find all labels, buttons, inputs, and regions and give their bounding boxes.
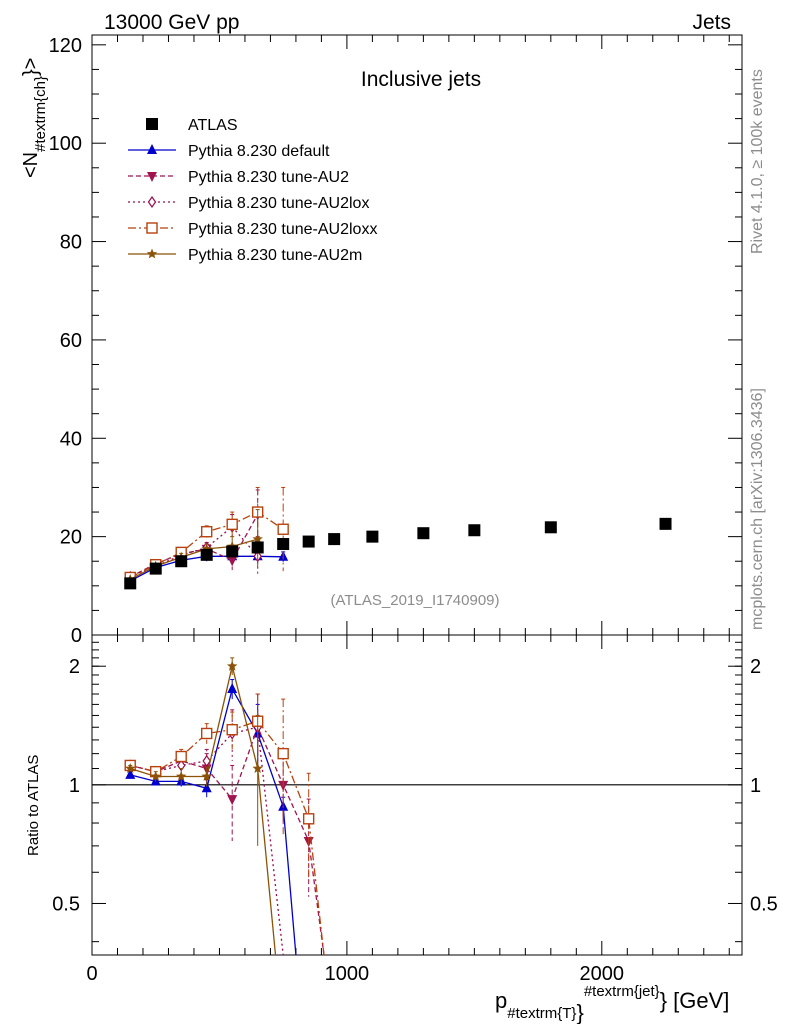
data-point bbox=[201, 526, 213, 538]
data-point bbox=[659, 517, 672, 530]
data-point bbox=[417, 527, 430, 540]
data-point bbox=[226, 724, 238, 736]
main-series-layer bbox=[124, 486, 672, 590]
series-pythia-8-230-tune-au2loxx bbox=[124, 486, 289, 584]
x-tick-label: 2000 bbox=[580, 963, 625, 985]
axis-ticks: 0 1000 2000 0 20 40 60 80 100 120 0.5 0.5 1 1 2 2 bbox=[49, 35, 778, 985]
data-point bbox=[201, 543, 212, 554]
series-atlas bbox=[124, 517, 672, 590]
legend-label: ATLAS bbox=[188, 117, 238, 134]
series-line bbox=[129, 538, 258, 580]
y-tick-label: 20 bbox=[60, 527, 82, 549]
series-pythia-8-230-tune-au2loxx bbox=[124, 693, 325, 956]
xaxis-label: p#textrm{T}}#textrm{jet}} [GeV] bbox=[495, 983, 729, 1024]
header-right-label: Jets bbox=[692, 11, 731, 34]
y-tick-label: 40 bbox=[60, 428, 82, 450]
series-pythia-8-230-tune-au2m bbox=[125, 657, 277, 956]
plot-title: Inclusive jets bbox=[361, 68, 481, 91]
y-tick-label: 60 bbox=[60, 330, 82, 352]
data-point bbox=[366, 530, 379, 543]
series-pythia-8-230-tune-au2 bbox=[125, 693, 325, 956]
legend-entry: Pythia 8.230 tune-AU2loxx bbox=[128, 221, 377, 238]
data-point bbox=[125, 768, 136, 779]
data-point bbox=[227, 683, 238, 694]
data-point bbox=[201, 782, 212, 793]
legend-entry: ATLAS bbox=[146, 117, 238, 134]
legend-label: Pythia 8.230 tune-AU2loxx bbox=[188, 221, 377, 238]
data-point bbox=[201, 727, 213, 740]
data-point bbox=[200, 548, 213, 561]
data-point bbox=[150, 771, 161, 781]
data-point bbox=[251, 541, 264, 554]
legend-entry: Pythia 8.230 default bbox=[128, 143, 330, 160]
data-point bbox=[147, 172, 157, 182]
data-point bbox=[147, 144, 157, 154]
legend-label: Pythia 8.230 default bbox=[188, 143, 330, 160]
header-left-label: 13000 GeV pp bbox=[104, 11, 239, 34]
x-tick-label: 1000 bbox=[325, 963, 370, 985]
data-point bbox=[146, 222, 158, 234]
rivet-side-label: Rivet 4.1.0, ≥ 100k events bbox=[749, 69, 766, 254]
data-point bbox=[146, 248, 158, 259]
data-point bbox=[277, 747, 289, 760]
legend-entry: Pythia 8.230 tune-AU2lox bbox=[128, 195, 369, 212]
legend-label: Pythia 8.230 tune-AU2lox bbox=[188, 195, 369, 212]
series-line bbox=[129, 525, 259, 578]
ratio-series-layer bbox=[124, 657, 325, 956]
ratio-y-tick-label: 0.5 bbox=[52, 893, 80, 915]
data-point bbox=[468, 524, 481, 537]
legend-entry: Pythia 8.230 tune-AU2 bbox=[128, 169, 349, 186]
main-ylabel: <N#textrm{ch}}> bbox=[20, 58, 49, 178]
series-line bbox=[130, 725, 325, 956]
ratio-y-tick-label-right: 0.5 bbox=[750, 893, 778, 915]
x-tick-label: 0 bbox=[86, 963, 97, 985]
data-point bbox=[544, 521, 557, 534]
data-point bbox=[201, 771, 212, 781]
data-point bbox=[147, 195, 157, 209]
data-point bbox=[226, 518, 238, 531]
mcplots-side-label: mcplots.cern.ch [arXiv:1306.3436] bbox=[749, 388, 766, 630]
data-point bbox=[124, 577, 137, 590]
legend-entry: Pythia 8.230 tune-AU2m bbox=[128, 247, 362, 264]
series-line bbox=[130, 720, 325, 956]
ratio-y-tick-label: 1 bbox=[69, 775, 80, 797]
data-point bbox=[125, 763, 136, 773]
data-point bbox=[277, 523, 289, 535]
data-point bbox=[175, 750, 187, 763]
data-point bbox=[226, 545, 239, 558]
ratio-y-tick-label-right: 2 bbox=[750, 656, 761, 678]
data-point bbox=[227, 660, 238, 671]
legend-label: Pythia 8.230 tune-AU2m bbox=[188, 247, 362, 264]
series-pythia-8-230-default bbox=[125, 679, 297, 956]
ratio-plot-frame bbox=[91, 634, 743, 956]
y-tick-label: 0 bbox=[71, 625, 82, 647]
data-point bbox=[277, 538, 290, 551]
data-point bbox=[202, 754, 211, 767]
data-point bbox=[176, 771, 187, 781]
data-point bbox=[149, 562, 162, 575]
data-point bbox=[302, 535, 315, 548]
y-tick-label: 80 bbox=[60, 232, 82, 254]
ratio-y-tick-label: 2 bbox=[69, 656, 80, 678]
y-tick-label: 120 bbox=[49, 35, 82, 57]
y-tick-label: 100 bbox=[49, 133, 82, 155]
data-point bbox=[302, 813, 315, 825]
data-point bbox=[252, 763, 263, 773]
legend: ATLAS Pythia 8.230 default Pythia 8.230 tu… bbox=[128, 117, 377, 264]
data-point bbox=[227, 556, 238, 567]
analysis-tag: (ATLAS_2019_I1740909) bbox=[330, 592, 499, 609]
data-point bbox=[227, 795, 238, 806]
data-point bbox=[252, 533, 263, 544]
data-point bbox=[175, 555, 188, 568]
series-line bbox=[130, 687, 297, 956]
series-line bbox=[130, 666, 277, 956]
data-point bbox=[328, 533, 341, 546]
legend-label: Pythia 8.230 tune-AU2 bbox=[188, 169, 349, 186]
data-point bbox=[146, 118, 158, 130]
ratio-y-tick-label-right: 1 bbox=[750, 775, 761, 797]
ratio-ylabel: Ratio to ATLAS bbox=[25, 755, 42, 856]
